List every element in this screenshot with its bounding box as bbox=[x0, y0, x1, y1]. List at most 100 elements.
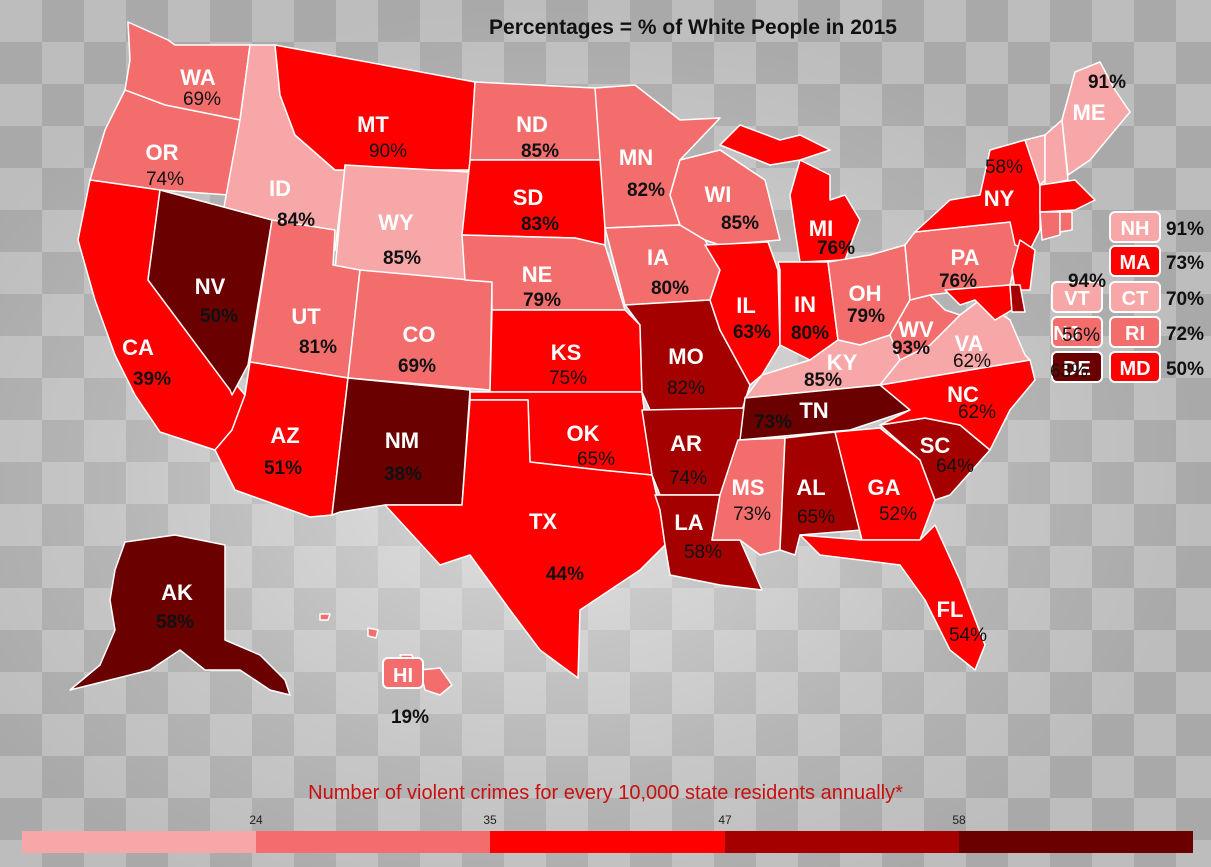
ri-label-box bbox=[1109, 316, 1161, 348]
label-TN-abbr: TN bbox=[799, 398, 828, 423]
label-OK-abbr: OK bbox=[567, 421, 600, 446]
label-CA-pct: 39% bbox=[133, 369, 171, 390]
label-ND-pct: 85% bbox=[521, 141, 559, 162]
legend-bar-4 bbox=[725, 831, 959, 853]
label-OK-pct: 65% bbox=[577, 449, 615, 470]
label-TX-pct: 44% bbox=[546, 564, 584, 585]
state-ME[interactable] bbox=[1061, 61, 1131, 176]
label-NJ-pct: 56% bbox=[1062, 325, 1100, 346]
label-VA-pct: 62% bbox=[953, 351, 991, 372]
label-NC-pct: 62% bbox=[958, 402, 996, 423]
label-AZ-abbr: AZ bbox=[270, 423, 299, 448]
label-IA-abbr: IA bbox=[647, 245, 669, 270]
state-MI-upper[interactable] bbox=[719, 124, 831, 166]
state-IL[interactable] bbox=[704, 241, 781, 386]
de-label-box bbox=[1051, 351, 1103, 383]
label-IN-abbr: IN bbox=[794, 292, 816, 317]
state-NC[interactable] bbox=[879, 359, 1036, 451]
label-NY-pct: 58% bbox=[985, 157, 1023, 178]
label-OR-pct: 74% bbox=[146, 169, 184, 190]
state-RI[interactable] bbox=[1059, 211, 1073, 233]
label-TN-pct: 73% bbox=[754, 412, 792, 433]
label-WV-pct: 93% bbox=[892, 338, 930, 359]
label-SD-abbr: SD bbox=[513, 185, 544, 210]
label-ID-pct: 84% bbox=[277, 210, 315, 231]
label-VT-pct: 94% bbox=[1068, 271, 1106, 292]
ma-label-box bbox=[1109, 245, 1161, 277]
label-MO-pct: 82% bbox=[667, 378, 705, 399]
label-AK-abbr: AK bbox=[161, 580, 193, 605]
label-AK-pct: 58% bbox=[156, 612, 194, 633]
label-SC-abbr: SC bbox=[920, 433, 951, 458]
state-NJ[interactable] bbox=[1011, 239, 1036, 291]
label-CO-abbr: CO bbox=[403, 322, 436, 347]
state-HI-island-1[interactable] bbox=[419, 667, 453, 696]
label-MS-pct: 73% bbox=[733, 504, 771, 525]
label-GA-abbr: GA bbox=[868, 475, 901, 500]
state-MA[interactable] bbox=[1039, 179, 1096, 213]
label-NC-abbr: NC bbox=[947, 382, 979, 407]
label-MT-abbr: MT bbox=[357, 112, 389, 137]
label-IL-pct: 63% bbox=[733, 322, 771, 343]
label-HI-pct: 19% bbox=[391, 707, 429, 728]
label-KS-pct: 75% bbox=[549, 368, 587, 389]
label-SC-pct: 64% bbox=[936, 456, 974, 477]
label-AZ-pct: 51% bbox=[264, 458, 302, 479]
legend-title: Number of violent crimes for every 10,00… bbox=[308, 782, 903, 804]
label-CO-pct: 69% bbox=[398, 356, 436, 377]
legend-bar-2 bbox=[256, 831, 490, 853]
label-NV-abbr: NV bbox=[195, 274, 226, 299]
label-AR-abbr: AR bbox=[670, 431, 702, 456]
state-TX[interactable] bbox=[384, 399, 666, 679]
label-MA-abbr: MA bbox=[1119, 252, 1150, 274]
legend-tick-3: 47 bbox=[718, 813, 732, 827]
label-NH-pct: 91% bbox=[1166, 219, 1204, 240]
state-FL[interactable] bbox=[799, 524, 986, 671]
label-CT-abbr: CT bbox=[1122, 288, 1149, 310]
legend-tick-2: 35 bbox=[483, 813, 497, 827]
label-LA-abbr: LA bbox=[674, 510, 703, 535]
label-UT-pct: 81% bbox=[299, 337, 337, 358]
label-RI-abbr: RI bbox=[1125, 323, 1145, 345]
label-ME-pct: 91% bbox=[1088, 72, 1126, 93]
state-CT[interactable] bbox=[1039, 211, 1061, 241]
label-NH-abbr: NH bbox=[1121, 218, 1150, 240]
label-KY-pct: 85% bbox=[804, 370, 842, 391]
hi-label-box bbox=[382, 657, 424, 689]
label-MN-pct: 82% bbox=[627, 180, 665, 201]
legend-bar-5 bbox=[959, 831, 1193, 853]
label-LA-pct: 58% bbox=[684, 542, 722, 563]
label-FL-abbr: FL bbox=[937, 597, 964, 622]
label-ND-abbr: ND bbox=[516, 112, 548, 137]
label-IN-pct: 80% bbox=[791, 323, 829, 344]
label-NJ-abbr: NJ bbox=[1053, 323, 1079, 345]
label-WA-abbr: WA bbox=[180, 65, 216, 90]
label-MI-abbr: MI bbox=[809, 216, 833, 241]
state-NH[interactable] bbox=[1044, 119, 1069, 186]
label-NE-abbr: NE bbox=[522, 262, 553, 287]
label-AL-abbr: AL bbox=[796, 475, 825, 500]
label-TX-abbr: TX bbox=[529, 509, 557, 534]
legend-tick-1: 24 bbox=[249, 813, 263, 827]
label-AR-pct: 74% bbox=[669, 468, 707, 489]
label-MD-abbr: MD bbox=[1119, 358, 1150, 380]
state-HI-island-4[interactable] bbox=[319, 613, 331, 621]
legend-tick-4: 58 bbox=[952, 813, 966, 827]
label-AL-pct: 65% bbox=[797, 507, 835, 528]
state-MI[interactable] bbox=[789, 159, 861, 263]
label-NM-abbr: NM bbox=[385, 428, 419, 453]
state-DE[interactable] bbox=[1009, 284, 1026, 313]
label-WY-abbr: WY bbox=[378, 210, 414, 235]
label-KS-abbr: KS bbox=[551, 340, 582, 365]
label-MA-pct: 73% bbox=[1166, 253, 1204, 274]
label-NE-pct: 79% bbox=[523, 290, 561, 311]
label-WA-pct: 69% bbox=[183, 89, 221, 110]
label-IA-pct: 80% bbox=[651, 278, 689, 299]
label-FL-pct: 54% bbox=[949, 625, 987, 646]
state-OR[interactable] bbox=[89, 89, 241, 196]
state-AK[interactable] bbox=[69, 534, 291, 696]
label-KY-abbr: KY bbox=[827, 350, 858, 375]
state-HI-island-3[interactable] bbox=[367, 627, 379, 639]
label-NY-abbr: NY bbox=[984, 186, 1015, 211]
label-MO-abbr: MO bbox=[668, 344, 703, 369]
